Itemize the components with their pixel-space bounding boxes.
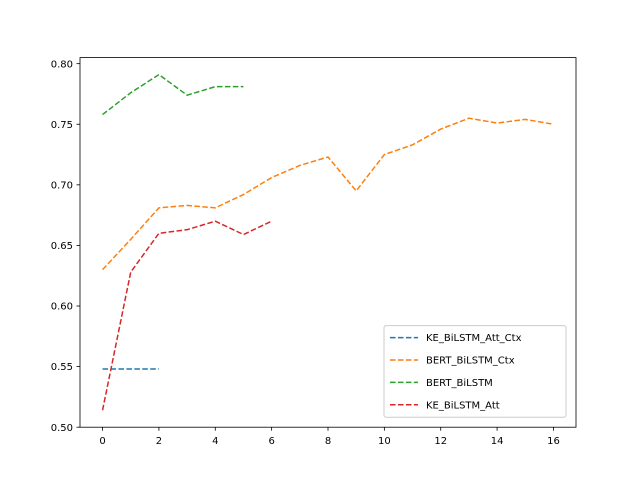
axis-ticks: 0 2 4 6 8 10 12 14 16 0.50 0.55 0.60 0.65 0.70 0.75 0.8… <box>51 59 560 447</box>
legend: KE_BiLSTM_Att_Ctx BERT_BiLSTM_Ctx BERT_BiL… <box>383 325 567 418</box>
y-tick-label: 0.70 <box>51 180 73 191</box>
x-tick-label: 0 <box>99 436 105 447</box>
legend-label: KE_BiLSTM_Att <box>426 400 500 411</box>
legend-label: KE_BiLSTM_Att_Ctx <box>426 333 522 344</box>
series-line-3 <box>101 220 272 411</box>
y-tick-label: 0.60 <box>51 302 73 313</box>
x-tick-label: 6 <box>268 436 274 447</box>
series-line-2 <box>102 73 244 116</box>
series-lines <box>101 73 554 411</box>
x-tick-label: 14 <box>491 436 504 447</box>
y-tick-label: 0.65 <box>51 241 73 252</box>
x-tick-label: 12 <box>434 436 447 447</box>
x-tick-label: 16 <box>547 436 560 447</box>
y-tick-label: 0.80 <box>51 59 73 70</box>
legend-label: BERT_BiLSTM <box>426 378 493 389</box>
x-tick-label: 4 <box>212 436 218 447</box>
y-tick-label: 0.75 <box>51 120 73 131</box>
plot-frame <box>79 57 577 428</box>
legend-box <box>383 325 567 418</box>
series-line-1 <box>102 117 554 271</box>
x-tick-label: 8 <box>325 436 331 447</box>
y-tick-label: 0.50 <box>51 423 73 434</box>
y-tick-label: 0.55 <box>51 362 73 373</box>
x-tick-label: 10 <box>378 436 391 447</box>
legend-label: BERT_BiLSTM_Ctx <box>426 356 515 367</box>
x-tick-label: 2 <box>156 436 162 447</box>
